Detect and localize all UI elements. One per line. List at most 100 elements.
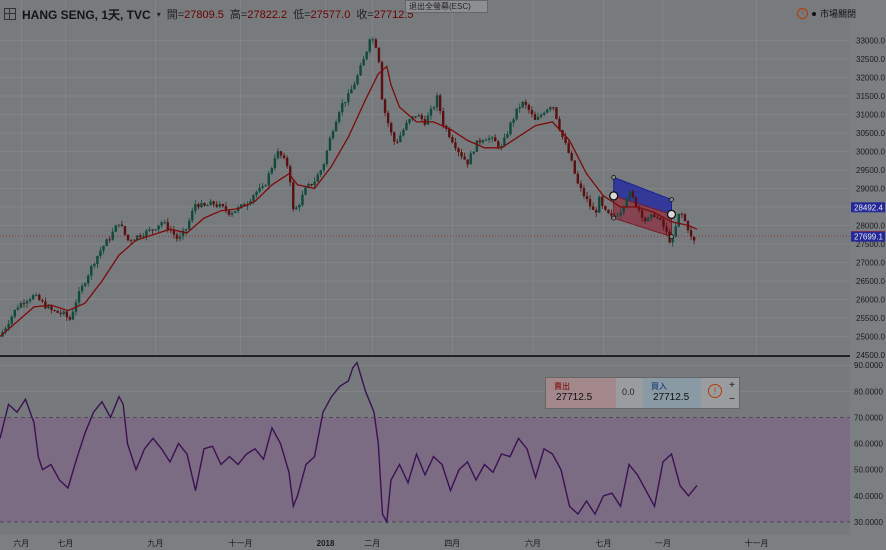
exit-fullscreen-button[interactable]: 退出全螢幕(ESC): [405, 0, 488, 13]
info-icon[interactable]: !: [708, 384, 722, 398]
rsi-tick-label: 60.0000: [854, 440, 883, 449]
candle-body: [438, 95, 442, 112]
candle-body: [65, 311, 69, 318]
candle-body: [637, 206, 641, 211]
candle-body: [218, 204, 222, 207]
candle-body: [172, 230, 176, 235]
candle-body: [212, 201, 215, 205]
symbol-title[interactable]: HANG SENG, 1天, TVC: [22, 7, 151, 22]
candle-body: [481, 140, 485, 143]
candle-body: [362, 59, 365, 66]
candle-body: [56, 310, 59, 313]
price-tick-label: 30500.0: [856, 129, 885, 138]
candle-body: [184, 228, 188, 231]
candle-body: [549, 107, 552, 110]
candle-body: [181, 230, 185, 237]
candle-body: [93, 263, 96, 266]
candle-body: [591, 206, 595, 210]
candle-body: [279, 151, 283, 156]
time-tick-label: 二月: [364, 539, 380, 548]
channel-handle: [669, 234, 674, 240]
candle-body: [313, 181, 316, 186]
candle-body: [539, 114, 543, 117]
candle-body: [157, 225, 160, 230]
price-axis[interactable]: 33000.0 32500.0 32000.0 31500.0 31000.0 30500…: [850, 0, 886, 535]
rsi-tick-label: 50.0000: [854, 466, 883, 475]
candle-body: [463, 156, 466, 160]
candle-body: [132, 239, 136, 241]
high-label: 高=: [229, 9, 248, 21]
price-tick-label: 32000.0: [856, 74, 885, 83]
candle-body: [197, 204, 200, 208]
candle-body: [628, 191, 632, 200]
candle-body: [518, 107, 521, 109]
candle-body: [200, 202, 203, 208]
candle-body: [334, 121, 338, 132]
price-tick-label: 26500.0: [856, 277, 885, 286]
candle-body: [71, 311, 75, 320]
candle-body: [344, 102, 347, 104]
candle-body: [405, 122, 408, 130]
increase-button[interactable]: +: [729, 380, 735, 391]
candle-body: [432, 107, 436, 109]
candle-body: [117, 224, 121, 226]
layout-grid-icon[interactable]: [4, 8, 16, 20]
candle-body: [582, 188, 586, 197]
time-axis-background: [0, 535, 886, 550]
candle-body: [160, 222, 163, 226]
rsi-axis-ticks: 90.0000 80.0000 70.0000 60.0000 50.0000 40.00…: [854, 361, 883, 527]
sell-button[interactable]: 賣出 27712.5: [546, 378, 616, 408]
candle-body: [261, 186, 264, 188]
candle-body: [665, 226, 668, 232]
candle-body: [570, 152, 573, 161]
candle-body: [102, 245, 105, 251]
market-status[interactable]: ! 市場關閉: [796, 7, 856, 20]
chevron-down-icon[interactable]: ▾: [156, 9, 161, 19]
candle-body: [224, 206, 228, 211]
time-axis[interactable]: 六月 七月 九月 十一月 2018 二月 四月 六月 七月 一月 十一月: [0, 535, 886, 550]
candle-body: [114, 225, 117, 232]
candle-body: [80, 285, 84, 292]
candle-body: [435, 95, 439, 108]
candle-body: [83, 283, 87, 286]
candle-body: [680, 213, 684, 215]
candle-body: [598, 196, 601, 213]
candle-body: [350, 89, 353, 94]
candle-body: [487, 138, 491, 140]
close-label: 收=: [356, 9, 374, 21]
sell-label: 賣出: [554, 382, 570, 391]
candle-body: [536, 116, 540, 120]
channel-handle: [611, 174, 617, 180]
candle-body: [533, 114, 537, 120]
channel-handles[interactable]: [609, 174, 677, 240]
main-pane-background: [0, 0, 850, 355]
decrease-button[interactable]: −: [729, 394, 735, 405]
candle-body: [588, 198, 592, 207]
candle-body: [616, 215, 619, 217]
rsi-band: [0, 417, 850, 522]
candle-body: [530, 109, 534, 115]
time-tick-label: 十一月: [745, 538, 769, 548]
candle-body: [154, 229, 157, 231]
rsi-tick-label: 40.0000: [854, 492, 883, 501]
candle-body: [460, 152, 463, 157]
candle-body: [383, 99, 387, 113]
price-tick-label: 29000.0: [856, 185, 885, 194]
candle-body: [662, 219, 665, 227]
candle-body: [622, 206, 625, 213]
candle-body: [604, 205, 607, 210]
candle-body: [151, 229, 154, 231]
candle-body: [677, 213, 681, 227]
candle-body: [148, 229, 151, 231]
rsi-tick-label: 70.0000: [854, 413, 883, 422]
time-tick-label: 2018: [317, 539, 335, 548]
candle-body: [466, 159, 469, 165]
candle-body: [356, 75, 359, 85]
candle-body: [129, 240, 133, 242]
buy-button[interactable]: 買入 27712.5: [643, 378, 701, 408]
high-value: 27822.2: [247, 9, 288, 21]
candle-body: [298, 205, 301, 208]
price-label-text: 28492.4: [854, 203, 883, 212]
price-tick-label: 31000.0: [856, 111, 885, 120]
